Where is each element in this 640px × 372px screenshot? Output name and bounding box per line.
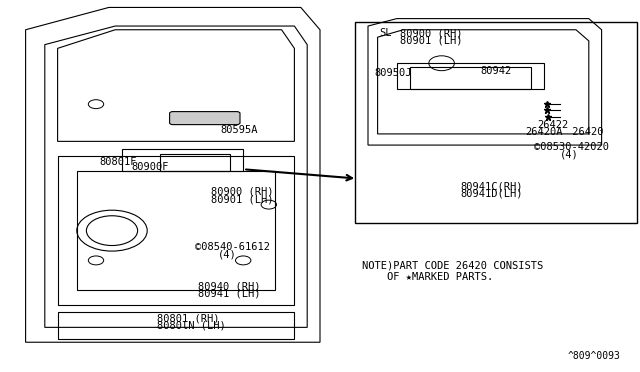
Text: 80900F: 80900F: [131, 163, 169, 172]
Text: 26420: 26420: [566, 127, 604, 137]
Text: 80942: 80942: [480, 66, 511, 76]
Text: 80950J: 80950J: [374, 68, 412, 77]
Text: 80900 (RH): 80900 (RH): [211, 187, 274, 196]
Text: 80941 (LH): 80941 (LH): [198, 289, 261, 299]
Text: (4): (4): [218, 250, 236, 260]
Text: 80595A: 80595A: [221, 125, 259, 135]
Text: SL: SL: [379, 29, 392, 38]
Text: ©08530-42020: ©08530-42020: [534, 142, 609, 152]
Text: 26422: 26422: [538, 120, 569, 129]
Text: 80900 (RH): 80900 (RH): [400, 29, 463, 38]
Text: ©08540-61612: ©08540-61612: [195, 243, 270, 252]
Text: 80901 (LH): 80901 (LH): [211, 194, 274, 204]
Text: 80941C(RH): 80941C(RH): [461, 181, 524, 191]
Text: (4): (4): [560, 150, 579, 159]
Text: 80941D(LH): 80941D(LH): [461, 189, 524, 198]
Text: 8080lN (LH): 8080lN (LH): [157, 321, 225, 330]
FancyBboxPatch shape: [170, 112, 240, 125]
Text: 80801F: 80801F: [99, 157, 137, 167]
Text: ^809^0093: ^809^0093: [568, 351, 621, 361]
Text: 80940 (RH): 80940 (RH): [198, 282, 261, 291]
Text: NOTE)PART CODE 26420 CONSISTS
    OF ★MARKED PARTS.: NOTE)PART CODE 26420 CONSISTS OF ★MARKED…: [362, 261, 543, 282]
Bar: [355, 22, 637, 223]
Text: 80901 (LH): 80901 (LH): [400, 36, 463, 46]
Text: 26420A: 26420A: [525, 127, 563, 137]
Text: 80801 (RH): 80801 (RH): [157, 313, 220, 323]
